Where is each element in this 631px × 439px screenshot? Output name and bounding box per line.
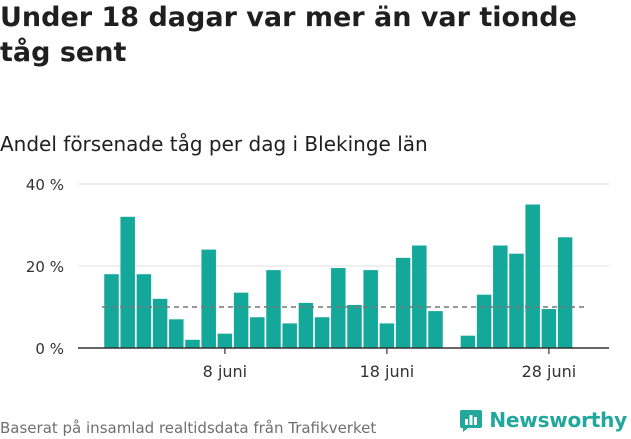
bar	[395, 257, 411, 348]
x-tick-label: 8 juni	[203, 362, 247, 381]
bar	[509, 253, 524, 348]
bar	[314, 317, 330, 348]
bars	[104, 204, 573, 348]
bar	[104, 274, 119, 348]
chart-subtitle: Andel försenade tåg per dag i Blekinge l…	[0, 132, 428, 156]
y-tick-label: 0 %	[35, 340, 64, 358]
bar	[379, 323, 395, 348]
bar	[136, 274, 152, 348]
source-note: Baserat på insamlad realtidsdata från Tr…	[0, 419, 377, 437]
bar	[233, 292, 249, 348]
bar	[217, 333, 233, 348]
bar	[460, 335, 476, 348]
bar	[525, 204, 540, 348]
bar	[201, 249, 216, 348]
brand-name: Newsworthy	[489, 408, 627, 432]
bar	[169, 319, 184, 348]
bar	[428, 311, 443, 348]
bar	[363, 270, 378, 348]
bar-chart-icon	[460, 410, 483, 432]
bar	[185, 339, 200, 348]
chart-title: Under 18 dagar var mer än var tionde tåg…	[0, 2, 577, 68]
y-tick-label: 40 %	[26, 176, 64, 194]
bar	[298, 302, 314, 348]
bar	[120, 216, 135, 348]
axes: 0 % 20 % 40 % 8 juni 18 juni 28 juni	[26, 176, 609, 381]
bar	[152, 298, 168, 348]
bar	[250, 317, 265, 348]
bar	[266, 270, 281, 348]
bar	[282, 323, 297, 348]
bar	[331, 268, 346, 348]
brand-logo[interactable]: Newsworthy	[459, 408, 627, 432]
x-tick-label: 28 juni	[522, 362, 577, 381]
y-tick-label: 20 %	[26, 258, 64, 276]
bar	[412, 245, 427, 348]
bar	[347, 304, 362, 348]
x-tick-label: 18 juni	[360, 362, 415, 381]
bar	[557, 237, 573, 348]
bar	[541, 309, 557, 348]
bar	[493, 245, 508, 348]
bar	[476, 294, 492, 348]
